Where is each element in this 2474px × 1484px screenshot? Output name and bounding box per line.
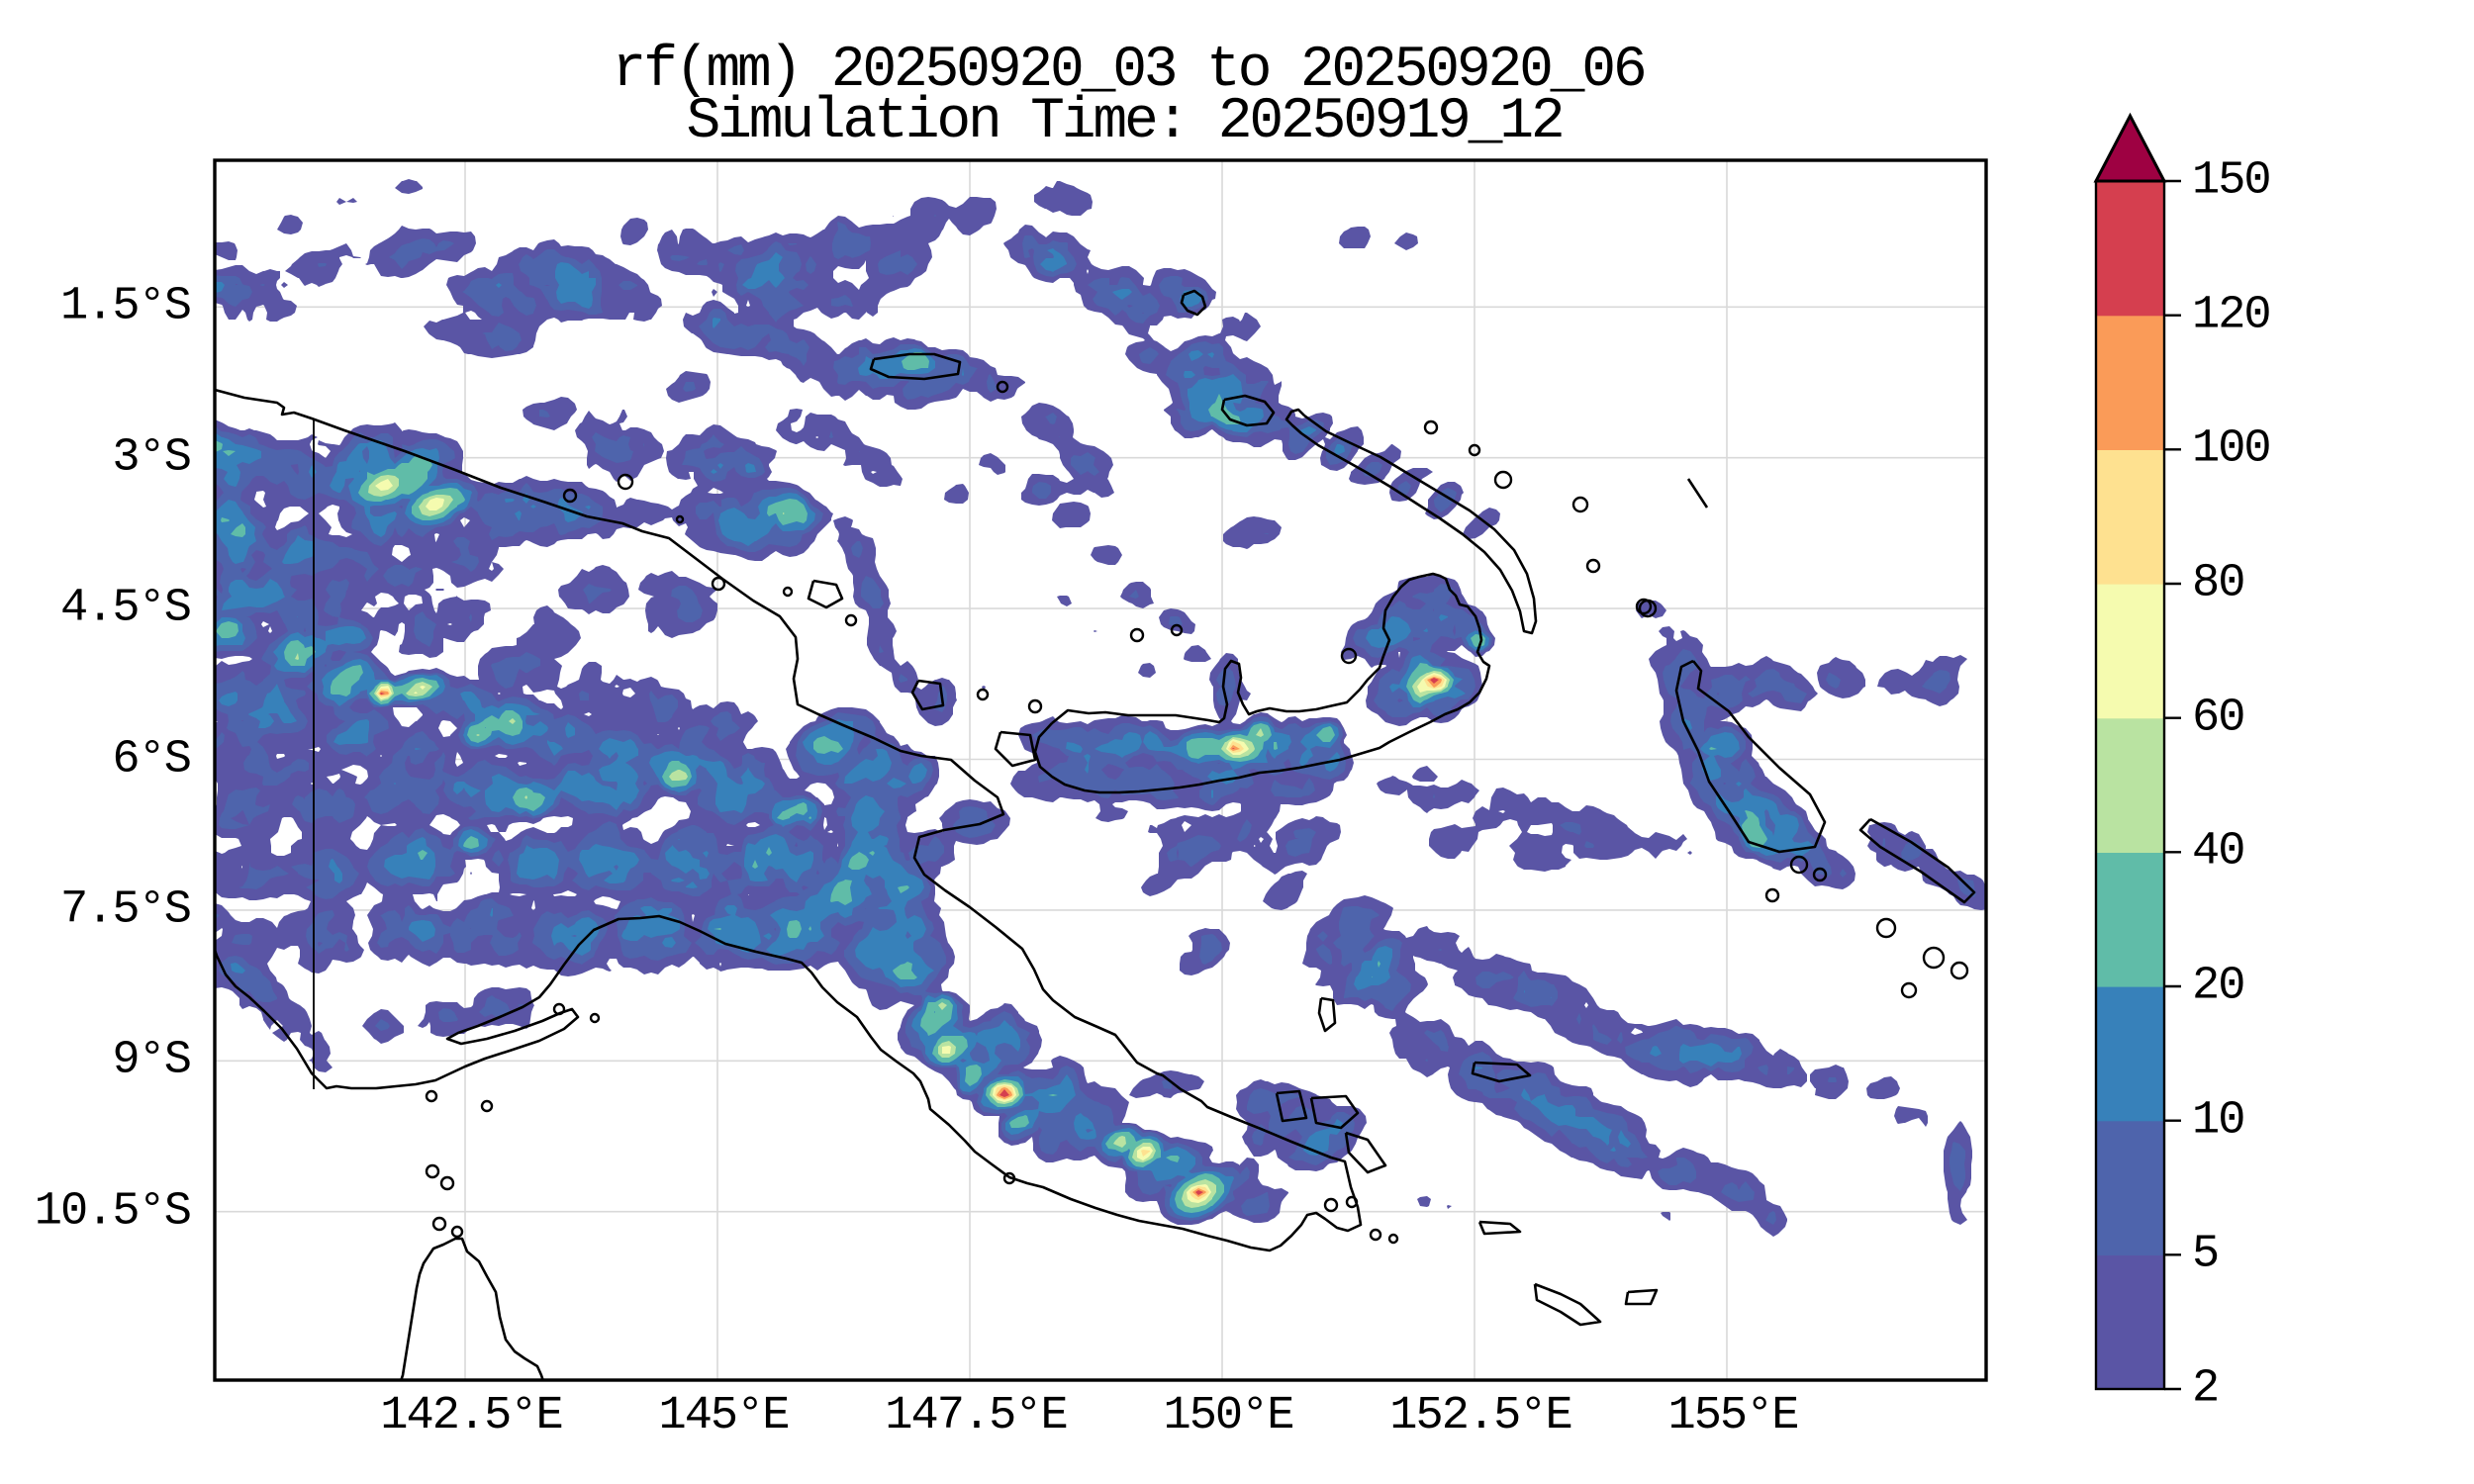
svg-text:4.5°S: 4.5°S: [60, 583, 190, 635]
svg-text:152.5°E: 152.5°E: [1389, 1390, 1570, 1442]
svg-text:40: 40: [2192, 826, 2243, 879]
svg-text:7.5°S: 7.5°S: [60, 884, 190, 937]
svg-text:100: 100: [2192, 423, 2270, 476]
svg-text:Simulation Time: 20250919_12: Simulation Time: 20250919_12: [687, 90, 1563, 154]
svg-text:5: 5: [2192, 1229, 2218, 1281]
svg-text:3°S: 3°S: [112, 432, 190, 485]
svg-text:150°E: 150°E: [1163, 1390, 1292, 1442]
svg-text:6°S: 6°S: [112, 734, 190, 787]
svg-text:155°E: 155°E: [1667, 1390, 1797, 1442]
svg-text:145°E: 145°E: [658, 1390, 788, 1442]
svg-text:10.5°S: 10.5°S: [35, 1186, 190, 1239]
svg-text:10: 10: [2192, 1095, 2243, 1148]
svg-text:80: 80: [2192, 558, 2243, 610]
svg-text:120: 120: [2192, 290, 2270, 342]
svg-text:150: 150: [2192, 155, 2270, 208]
svg-text:rf(mm) 20250920_03 to 20250920: rf(mm) 20250920_03 to 20250920_06: [613, 39, 1645, 103]
svg-text:60: 60: [2192, 693, 2243, 745]
svg-text:1.5°S: 1.5°S: [60, 281, 190, 333]
svg-text:147.5°E: 147.5°E: [885, 1390, 1066, 1442]
svg-text:2: 2: [2192, 1363, 2218, 1416]
svg-text:142.5°E: 142.5°E: [380, 1390, 561, 1442]
svg-text:9°S: 9°S: [112, 1035, 190, 1087]
svg-text:20: 20: [2192, 961, 2243, 1013]
